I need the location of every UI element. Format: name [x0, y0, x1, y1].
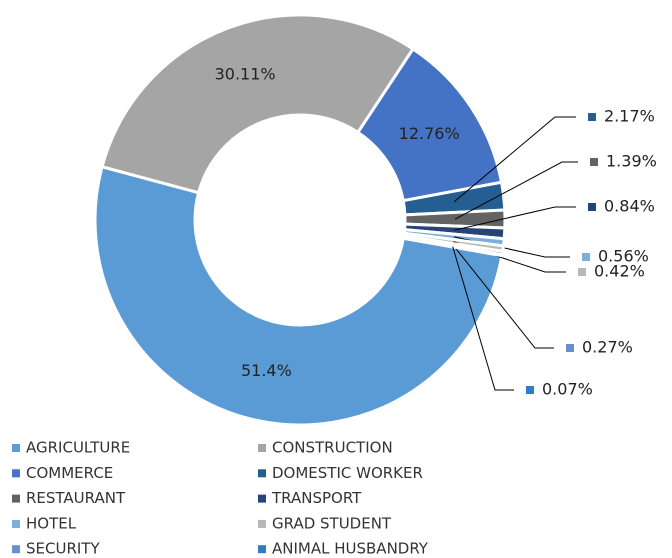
- label-key: [578, 268, 586, 276]
- legend-label: CONSTRUCTION: [272, 439, 393, 457]
- legend-swatch: [258, 469, 266, 478]
- legend-label: ANIMAL HUSBANDRY: [272, 540, 429, 558]
- legend-swatch: [258, 444, 266, 452]
- data-label: 2.17%: [604, 107, 655, 126]
- legend-label: HOTEL: [26, 514, 77, 532]
- data-label: 0.27%: [582, 338, 633, 357]
- legend-label: COMMERCE: [26, 464, 113, 482]
- legend-swatch: [12, 494, 20, 503]
- data-label: 12.76%: [399, 124, 460, 143]
- data-label: 1.39%: [606, 152, 657, 171]
- legend-label: GRAD STUDENT: [272, 514, 392, 532]
- legend-swatch: [258, 494, 266, 503]
- label-key: [566, 344, 574, 352]
- label-key: [590, 158, 598, 166]
- legend-swatch: [12, 519, 20, 528]
- data-label: 0.07%: [542, 380, 593, 399]
- label-key: [588, 113, 596, 121]
- slice: [100, 13, 416, 195]
- data-label: 30.11%: [215, 65, 276, 84]
- legend-swatch: [258, 545, 266, 554]
- label-key: [588, 203, 596, 211]
- leader-line: [453, 116, 576, 203]
- slice: [93, 164, 504, 427]
- data-label: 0.56%: [598, 247, 649, 266]
- legend-label: SECURITY: [26, 540, 100, 558]
- data-label: 0.42%: [594, 262, 645, 281]
- leader-line: [452, 246, 514, 391]
- legend-swatch: [12, 545, 20, 554]
- legend-label: AGRICULTURE: [26, 439, 130, 457]
- legend-swatch: [12, 444, 20, 452]
- legend-label: DOMESTIC WORKER: [272, 464, 423, 482]
- label-key: [526, 386, 534, 394]
- leader-line: [452, 244, 554, 349]
- legend-swatch: [12, 469, 20, 478]
- label-key: [582, 253, 590, 261]
- data-label: 0.84%: [604, 197, 655, 216]
- legend-label: TRANSPORT: [271, 489, 362, 507]
- leader-line: [454, 206, 576, 231]
- legend-label: RESTAURANT: [26, 489, 126, 507]
- data-label: 51.4%: [241, 361, 292, 380]
- legend-swatch: [258, 519, 266, 528]
- leader-line: [454, 161, 578, 220]
